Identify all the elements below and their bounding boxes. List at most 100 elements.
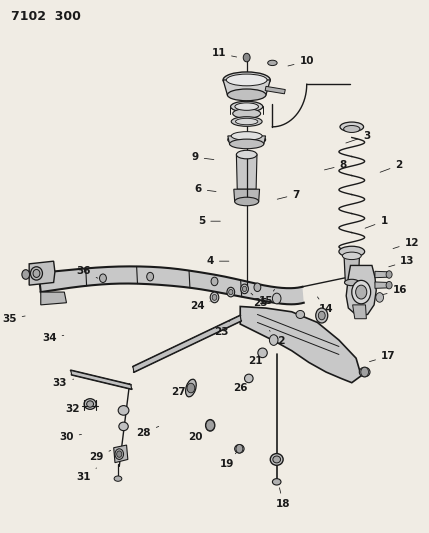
Text: 23: 23 xyxy=(214,321,230,336)
Circle shape xyxy=(100,274,106,282)
Ellipse shape xyxy=(228,134,266,146)
Circle shape xyxy=(318,311,325,320)
Ellipse shape xyxy=(344,126,360,132)
Ellipse shape xyxy=(230,139,264,149)
Polygon shape xyxy=(71,370,132,389)
Text: 8: 8 xyxy=(324,160,347,170)
Circle shape xyxy=(212,295,217,301)
Ellipse shape xyxy=(84,399,96,409)
Text: 13: 13 xyxy=(389,256,415,267)
Ellipse shape xyxy=(231,132,262,140)
Text: 28: 28 xyxy=(136,426,159,438)
Ellipse shape xyxy=(231,101,263,112)
Text: 29: 29 xyxy=(89,450,111,462)
Circle shape xyxy=(316,308,328,323)
Polygon shape xyxy=(240,306,361,383)
Ellipse shape xyxy=(296,310,305,318)
Polygon shape xyxy=(29,261,55,285)
Ellipse shape xyxy=(227,74,267,86)
Polygon shape xyxy=(41,292,66,305)
Text: 20: 20 xyxy=(188,428,208,442)
Polygon shape xyxy=(236,155,257,189)
Circle shape xyxy=(361,367,369,377)
Ellipse shape xyxy=(268,60,277,66)
Ellipse shape xyxy=(186,379,196,397)
Polygon shape xyxy=(223,80,270,95)
Circle shape xyxy=(352,280,371,304)
Text: 36: 36 xyxy=(76,266,98,278)
Text: 24: 24 xyxy=(190,301,210,311)
Circle shape xyxy=(242,286,247,292)
Text: 33: 33 xyxy=(53,378,74,387)
Text: 19: 19 xyxy=(220,453,236,469)
Ellipse shape xyxy=(235,197,259,206)
Text: 22: 22 xyxy=(269,330,286,346)
Circle shape xyxy=(269,335,278,345)
Ellipse shape xyxy=(235,103,258,110)
Circle shape xyxy=(147,272,154,281)
Circle shape xyxy=(376,293,384,302)
Ellipse shape xyxy=(227,89,266,101)
Text: 17: 17 xyxy=(369,351,396,362)
Polygon shape xyxy=(375,282,389,288)
Ellipse shape xyxy=(235,445,244,453)
Circle shape xyxy=(241,284,248,294)
Ellipse shape xyxy=(236,118,258,125)
Ellipse shape xyxy=(119,422,128,431)
Circle shape xyxy=(206,420,214,431)
Polygon shape xyxy=(265,86,285,94)
Text: 9: 9 xyxy=(192,152,214,162)
Polygon shape xyxy=(375,271,389,278)
Ellipse shape xyxy=(231,117,262,126)
Ellipse shape xyxy=(258,348,267,358)
Polygon shape xyxy=(346,265,376,316)
Text: 10: 10 xyxy=(288,56,314,66)
Text: 25: 25 xyxy=(251,293,268,308)
Circle shape xyxy=(117,451,122,457)
Ellipse shape xyxy=(340,122,363,132)
Polygon shape xyxy=(353,305,366,319)
Ellipse shape xyxy=(233,109,261,118)
Polygon shape xyxy=(228,136,266,144)
Ellipse shape xyxy=(114,476,122,481)
Text: 32: 32 xyxy=(65,405,87,414)
Ellipse shape xyxy=(223,72,270,88)
Polygon shape xyxy=(344,256,360,282)
Text: 35: 35 xyxy=(2,314,25,324)
Ellipse shape xyxy=(118,406,129,415)
Circle shape xyxy=(210,292,219,303)
Ellipse shape xyxy=(236,150,257,159)
Ellipse shape xyxy=(339,246,365,257)
Ellipse shape xyxy=(205,419,215,431)
Circle shape xyxy=(386,281,392,289)
Circle shape xyxy=(254,283,261,292)
Ellipse shape xyxy=(342,252,361,260)
Text: 26: 26 xyxy=(233,376,249,393)
Text: 34: 34 xyxy=(42,334,64,343)
Text: 27: 27 xyxy=(171,383,192,397)
Text: 5: 5 xyxy=(198,216,221,226)
Ellipse shape xyxy=(33,270,40,278)
Text: 31: 31 xyxy=(76,468,97,482)
Circle shape xyxy=(356,285,367,299)
Text: 3: 3 xyxy=(346,131,370,143)
Circle shape xyxy=(115,449,124,459)
Ellipse shape xyxy=(87,401,94,407)
Text: 12: 12 xyxy=(393,238,419,248)
Circle shape xyxy=(243,53,250,62)
Text: 30: 30 xyxy=(59,432,82,442)
Ellipse shape xyxy=(272,479,281,485)
Circle shape xyxy=(227,287,235,297)
Ellipse shape xyxy=(344,279,359,286)
Polygon shape xyxy=(234,189,260,201)
Ellipse shape xyxy=(270,454,283,465)
Polygon shape xyxy=(114,445,128,463)
Circle shape xyxy=(386,271,392,278)
Text: 21: 21 xyxy=(248,351,263,366)
Circle shape xyxy=(229,289,233,295)
Circle shape xyxy=(211,277,218,286)
Text: 16: 16 xyxy=(380,286,407,295)
Ellipse shape xyxy=(30,266,42,280)
Ellipse shape xyxy=(359,367,370,377)
Text: 7102  300: 7102 300 xyxy=(11,10,81,22)
